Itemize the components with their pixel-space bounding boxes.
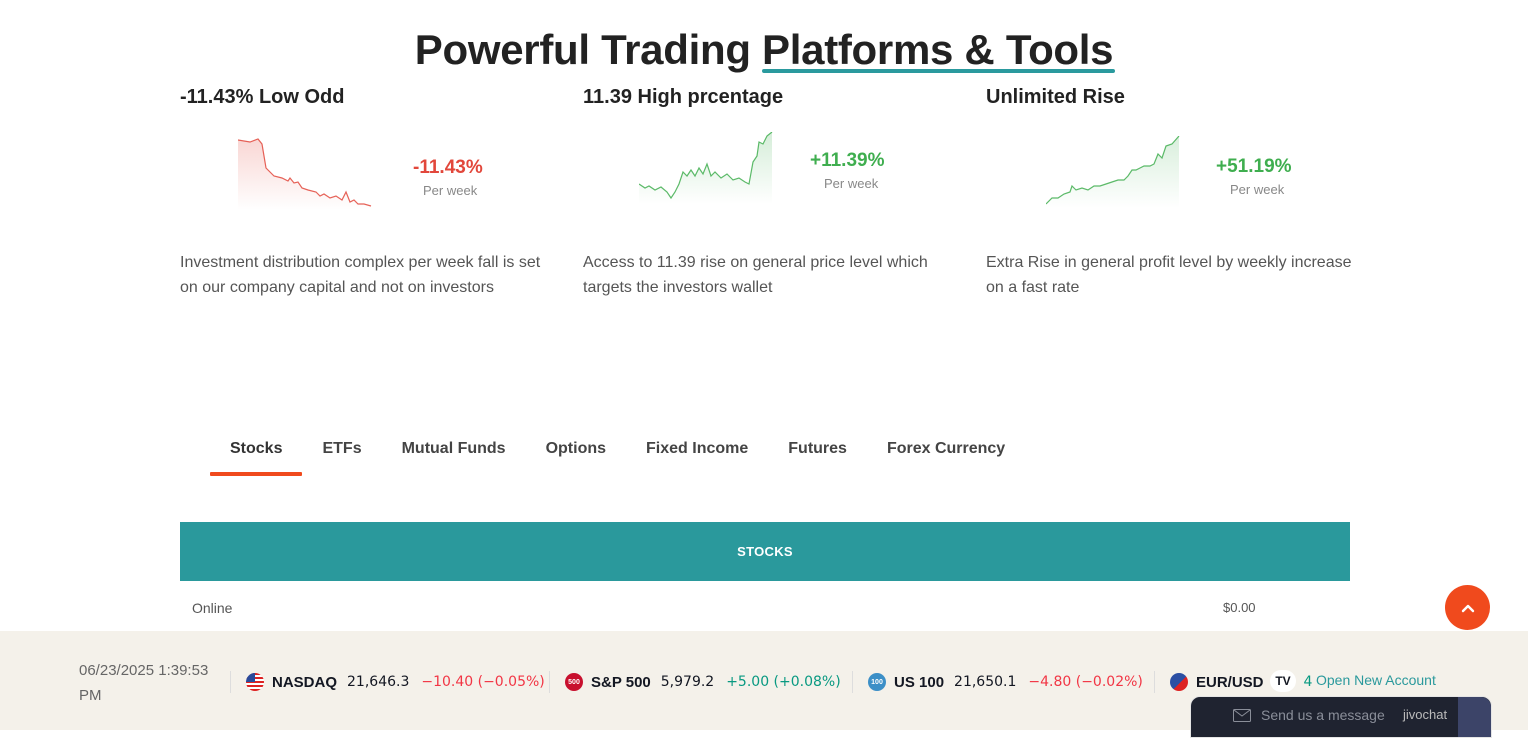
market-tabs: Stocks ETFs Mutual Funds Options Fixed I…: [209, 440, 1045, 476]
sparkline-chart-up: [1046, 136, 1180, 208]
stocks-table-header: STOCKS: [180, 522, 1350, 581]
card-period: Per week: [1230, 182, 1285, 197]
chat-widget[interactable]: Send us a message jivochat: [1190, 696, 1492, 738]
mail-icon: [1233, 709, 1251, 722]
page-title: Powerful Trading Platforms & Tools: [0, 26, 1528, 74]
card-period: Per week: [423, 183, 478, 198]
ticker-item-sp500[interactable]: 500 S&P 500 5,979.2 +5.00 (+0.08%): [565, 671, 841, 693]
ticker-change: 4: [1303, 674, 1313, 690]
chevron-up-icon: [1461, 604, 1474, 612]
sparkline-chart-up: [639, 132, 773, 204]
stat-card-high-percentage: 11.39 High prcentage +11.39% Per week Ac…: [583, 84, 955, 296]
tab-options[interactable]: Options: [545, 440, 607, 457]
card-description: Extra Rise in general profit level by we…: [986, 254, 1352, 296]
ticker-item-eurusd[interactable]: EUR/USD 4: [1170, 671, 1312, 693]
ticker-change: −4.80 (−0.02%): [1028, 674, 1143, 690]
tab-fixed-income[interactable]: Fixed Income: [646, 440, 749, 457]
tab-forex-currency[interactable]: Forex Currency: [886, 440, 1006, 457]
chat-avatar: [1458, 697, 1491, 737]
ticker-symbol: S&P 500: [591, 673, 651, 691]
tab-futures[interactable]: Futures: [788, 440, 847, 457]
ticker-separator: [1154, 671, 1155, 693]
ticker-value: 21,646.3: [347, 674, 410, 690]
ticker-separator: [852, 671, 853, 693]
us-flag-icon: [246, 673, 264, 691]
card-description: Investment distribution complex per week…: [180, 254, 541, 296]
stat-card-unlimited-rise: Unlimited Rise +51.19% Per week Extra Ri…: [986, 84, 1358, 296]
ticker-change: +5.00 (+0.08%): [726, 674, 841, 690]
chat-brand: jivochat: [1403, 707, 1448, 722]
chat-placeholder[interactable]: Send us a message: [1261, 707, 1385, 723]
page-title-prefix: Powerful Trading: [414, 26, 763, 74]
ticker-datetime: 06/23/2025 1:39:53 PM: [79, 662, 209, 704]
card-change: -11.43%: [413, 157, 483, 178]
ticker-item-nasdaq[interactable]: NASDAQ 21,646.3 −10.40 (−0.05%): [246, 671, 545, 693]
scroll-to-top-button[interactable]: [1445, 585, 1490, 630]
card-period: Per week: [824, 176, 879, 191]
card-title: 11.39 High prcentage: [583, 86, 784, 108]
ticker-value: 5,979.2: [660, 674, 715, 690]
card-description: Access to 11.39 rise on general price le…: [583, 254, 928, 296]
ticker-separator: [549, 671, 550, 693]
stat-card-low-odd: -11.43% Low Odd -11.43% Per week Investm…: [180, 84, 552, 296]
sparkline-chart-down: [238, 138, 372, 210]
us100-icon: 100: [868, 673, 886, 691]
ticker-item-us100[interactable]: 100 US 100 21,650.1 −4.80 (−0.02%): [868, 671, 1143, 693]
card-change: +11.39%: [810, 150, 885, 171]
tradingview-logo-icon[interactable]: TV: [1270, 670, 1296, 692]
sp500-icon: 500: [565, 673, 583, 691]
ticker-symbol: EUR/USD: [1196, 673, 1264, 691]
eu-us-flag-icon: [1170, 673, 1188, 691]
open-new-account-link[interactable]: Open New Account: [1316, 672, 1436, 688]
ticker-symbol: US 100: [894, 673, 945, 691]
ticker-separator: [230, 671, 231, 693]
ticker-symbol: NASDAQ: [272, 673, 338, 691]
tab-etfs[interactable]: ETFs: [322, 440, 362, 457]
table-row-label: Online: [192, 600, 233, 616]
ticker-change: −10.40 (−0.05%): [421, 674, 545, 690]
page-title-highlight: Platforms & Tools: [762, 26, 1116, 74]
table-row-price: $0.00: [1223, 600, 1256, 615]
tab-mutual-funds[interactable]: Mutual Funds: [401, 440, 506, 457]
tab-stocks[interactable]: Stocks: [209, 440, 304, 476]
card-change: +51.19%: [1216, 156, 1292, 177]
card-title: -11.43% Low Odd: [180, 86, 345, 108]
card-title: Unlimited Rise: [986, 86, 1125, 108]
ticker-value: 21,650.1: [954, 674, 1017, 690]
